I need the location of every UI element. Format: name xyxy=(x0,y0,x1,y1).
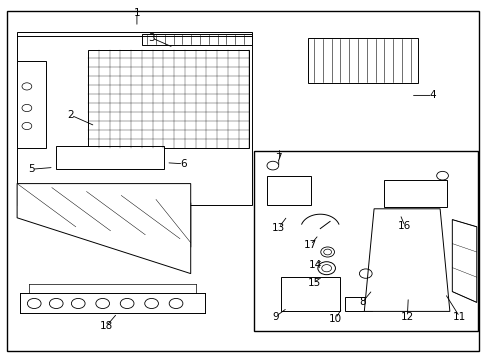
Text: 11: 11 xyxy=(452,312,466,322)
Text: 8: 8 xyxy=(359,297,366,307)
Text: 13: 13 xyxy=(271,222,285,233)
Text: 5: 5 xyxy=(28,164,35,174)
Bar xyxy=(142,34,251,45)
Text: 9: 9 xyxy=(271,312,278,322)
Text: 2: 2 xyxy=(67,110,74,120)
Text: 12: 12 xyxy=(400,312,413,322)
Text: 17: 17 xyxy=(303,240,317,250)
Polygon shape xyxy=(17,184,190,274)
Text: 15: 15 xyxy=(306,278,320,288)
Text: 4: 4 xyxy=(428,90,435,100)
Bar xyxy=(17,32,251,205)
Bar xyxy=(88,50,249,148)
Text: 7: 7 xyxy=(275,153,282,163)
Bar xyxy=(266,176,310,205)
Text: 6: 6 xyxy=(180,159,186,169)
Text: 10: 10 xyxy=(328,314,341,324)
Bar xyxy=(307,38,417,83)
Text: 1: 1 xyxy=(133,8,140,18)
Text: 16: 16 xyxy=(397,221,411,231)
Bar xyxy=(17,61,46,148)
Polygon shape xyxy=(451,220,476,302)
Text: 18: 18 xyxy=(100,321,113,331)
Bar xyxy=(383,180,447,207)
Polygon shape xyxy=(364,209,449,311)
Bar xyxy=(56,146,163,169)
Bar xyxy=(281,277,339,311)
Text: 14: 14 xyxy=(308,260,322,270)
Bar xyxy=(344,297,371,311)
Bar xyxy=(254,151,477,331)
Text: 3: 3 xyxy=(148,33,155,43)
